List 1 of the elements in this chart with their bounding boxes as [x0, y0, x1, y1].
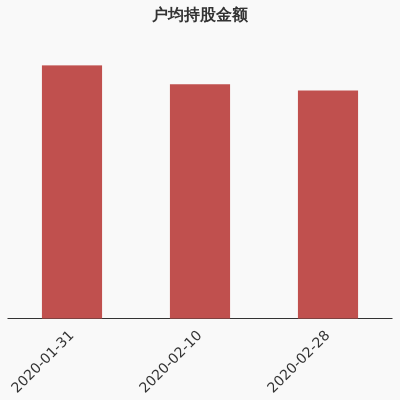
- chart-title: 户均持股金额: [151, 4, 249, 24]
